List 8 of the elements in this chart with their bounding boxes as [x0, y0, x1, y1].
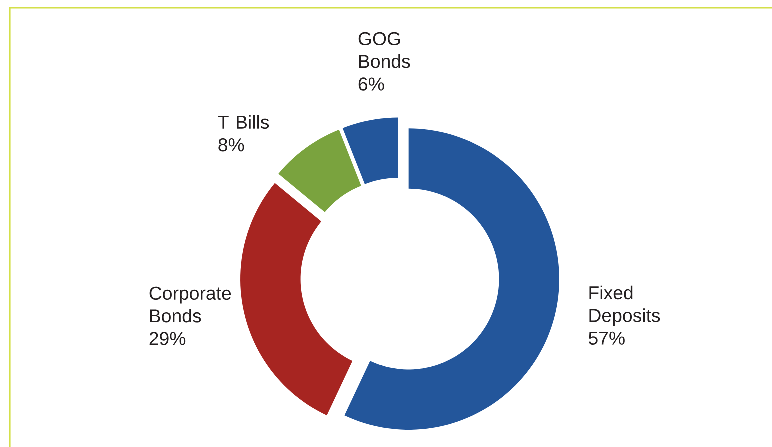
data-label: 8% [218, 138, 244, 152]
data-label: 29% [150, 332, 186, 346]
slice-label: GOG Bonds [358, 32, 410, 68]
slice-label: Fixed Deposits [590, 286, 660, 326]
data-label: 57% [588, 332, 625, 345]
slice-label: T Bills [218, 115, 270, 130]
data-label: 6% [358, 78, 384, 91]
slice-label: Corporate Bonds [150, 286, 232, 323]
